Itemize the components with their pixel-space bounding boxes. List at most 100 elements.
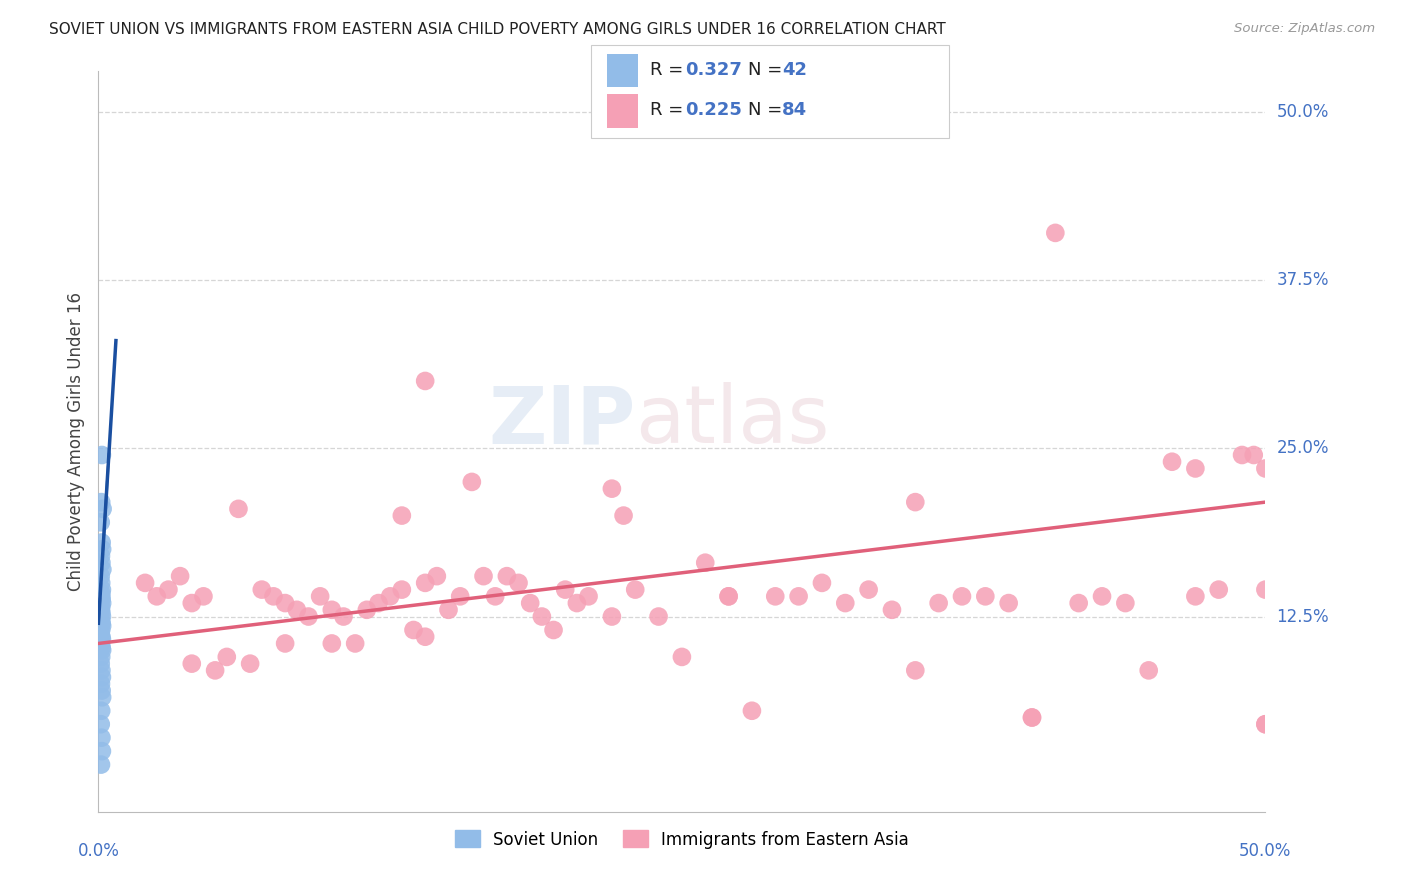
Point xyxy=(391,508,413,523)
Point xyxy=(717,590,740,604)
Point xyxy=(157,582,180,597)
Point xyxy=(91,690,114,705)
Point xyxy=(239,657,262,671)
Point xyxy=(624,582,647,597)
Point xyxy=(554,582,576,597)
Point xyxy=(787,590,810,604)
Point xyxy=(90,717,112,731)
Point xyxy=(134,575,156,590)
Point xyxy=(91,562,114,576)
Text: 84: 84 xyxy=(782,101,807,119)
Point xyxy=(519,596,541,610)
Text: N =: N = xyxy=(748,101,787,119)
Point xyxy=(90,677,112,691)
Point xyxy=(91,619,114,633)
Text: 25.0%: 25.0% xyxy=(1277,439,1329,458)
Point xyxy=(91,542,114,557)
Point xyxy=(90,448,112,462)
Point xyxy=(90,603,112,617)
Point xyxy=(90,664,112,678)
Text: 0.327: 0.327 xyxy=(685,61,741,78)
Text: Source: ZipAtlas.com: Source: ZipAtlas.com xyxy=(1234,22,1375,36)
Point xyxy=(90,592,112,607)
Point xyxy=(1254,717,1277,731)
Text: 0.0%: 0.0% xyxy=(77,842,120,860)
Point xyxy=(391,582,413,597)
Point xyxy=(1254,717,1277,731)
Point xyxy=(180,596,202,610)
Point xyxy=(344,636,367,650)
Point xyxy=(763,590,786,604)
Point xyxy=(285,603,308,617)
Point xyxy=(297,609,319,624)
Point xyxy=(811,575,834,590)
Point xyxy=(90,632,112,647)
Point xyxy=(413,575,436,590)
Point xyxy=(90,556,112,570)
Point xyxy=(426,569,449,583)
Point xyxy=(437,603,460,617)
Point xyxy=(204,664,226,678)
Point xyxy=(90,606,112,620)
Point xyxy=(90,575,112,590)
Point xyxy=(215,649,238,664)
Point xyxy=(180,657,202,671)
Text: 50.0%: 50.0% xyxy=(1239,842,1292,860)
Point xyxy=(91,643,114,657)
Point xyxy=(90,704,112,718)
Point xyxy=(484,590,506,604)
Point xyxy=(90,614,112,628)
Point xyxy=(530,609,553,624)
Point xyxy=(413,630,436,644)
Point xyxy=(1230,448,1253,462)
Point xyxy=(600,482,623,496)
Text: R =: R = xyxy=(650,101,689,119)
Point xyxy=(321,603,343,617)
Point xyxy=(274,636,297,650)
Point xyxy=(228,501,250,516)
Point xyxy=(274,596,297,610)
Point xyxy=(950,590,973,604)
Point xyxy=(90,600,112,615)
Point xyxy=(90,670,112,684)
Text: 12.5%: 12.5% xyxy=(1277,607,1329,625)
Point xyxy=(449,590,471,604)
Point xyxy=(974,590,997,604)
Point xyxy=(90,636,112,650)
Point xyxy=(1254,461,1277,475)
Point xyxy=(402,623,425,637)
Point xyxy=(90,495,112,509)
Point xyxy=(565,596,588,610)
Point xyxy=(90,569,112,583)
Point xyxy=(612,508,634,523)
Y-axis label: Child Poverty Among Girls Under 16: Child Poverty Among Girls Under 16 xyxy=(66,292,84,591)
Point xyxy=(193,590,215,604)
Point xyxy=(321,636,343,650)
Point xyxy=(928,596,950,610)
Legend: Soviet Union, Immigrants from Eastern Asia: Soviet Union, Immigrants from Eastern As… xyxy=(449,823,915,855)
Point xyxy=(90,590,112,604)
Point xyxy=(90,627,112,641)
Point xyxy=(1067,596,1090,610)
Point xyxy=(90,609,112,624)
Point xyxy=(90,516,112,530)
Text: 42: 42 xyxy=(782,61,807,78)
Point xyxy=(1021,710,1043,724)
Point xyxy=(90,630,112,644)
Text: 37.5%: 37.5% xyxy=(1277,271,1329,289)
Point xyxy=(496,569,519,583)
Point xyxy=(169,569,191,583)
Point xyxy=(90,731,112,745)
Point xyxy=(858,582,880,597)
Point xyxy=(508,575,530,590)
Point xyxy=(647,609,669,624)
Point xyxy=(1137,664,1160,678)
Point xyxy=(90,744,112,758)
Point xyxy=(90,549,112,563)
Text: ZIP: ZIP xyxy=(488,383,636,460)
Point xyxy=(543,623,565,637)
Point xyxy=(90,757,112,772)
Point xyxy=(904,495,927,509)
Point xyxy=(1114,596,1136,610)
Point xyxy=(695,556,717,570)
